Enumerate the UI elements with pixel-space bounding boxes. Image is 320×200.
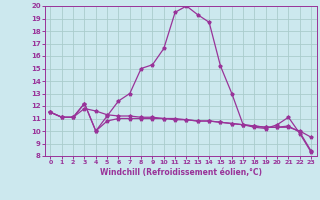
X-axis label: Windchill (Refroidissement éolien,°C): Windchill (Refroidissement éolien,°C) xyxy=(100,168,262,177)
